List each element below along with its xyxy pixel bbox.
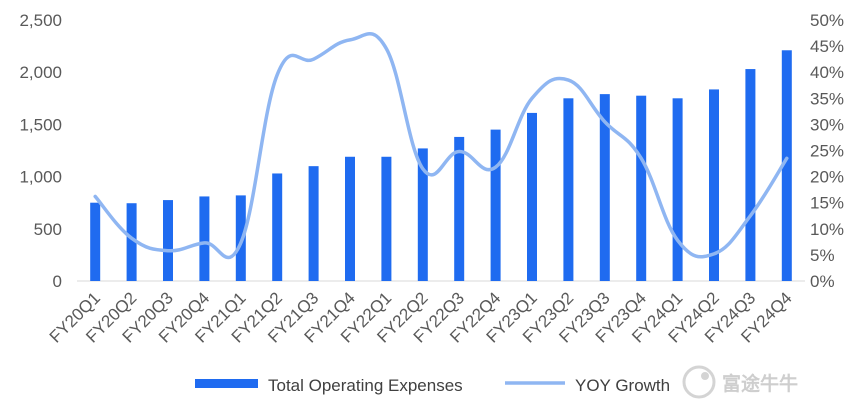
legend-label-total-operating-expenses: Total Operating Expenses	[268, 376, 463, 395]
bar	[381, 156, 392, 281]
y-right-tick-label: 50%	[810, 11, 844, 30]
legend: Total Operating Expenses YOY Growth	[195, 376, 670, 395]
bar	[163, 200, 173, 281]
bar	[90, 202, 101, 281]
bar	[636, 95, 647, 281]
bar	[599, 94, 610, 282]
y-right-tick-label: 0%	[810, 272, 835, 291]
y-right-tick-label: 30%	[810, 115, 844, 134]
bar	[272, 173, 283, 281]
y-left-tick-label: 2,000	[19, 63, 62, 82]
legend-swatch-total-operating-expenses	[195, 379, 258, 388]
y-right-tick-label: 35%	[810, 89, 844, 108]
bar	[417, 148, 428, 281]
right-axis: 0% 5% 10% 15% 20% 25% 30% 35% 40% 45% 50%	[810, 11, 844, 291]
bar	[745, 69, 756, 282]
y-left-tick-label: 2,500	[19, 11, 62, 30]
y-left-tick-label: 1,000	[19, 168, 62, 187]
watermark-text: 富途牛牛	[722, 372, 798, 395]
y-right-tick-label: 25%	[810, 142, 844, 161]
y-left-tick-label: 500	[34, 220, 62, 239]
watermark-logo-dot-icon	[701, 372, 709, 380]
y-right-tick-label: 5%	[810, 246, 835, 265]
y-right-tick-label: 45%	[810, 37, 844, 56]
y-right-tick-label: 10%	[810, 220, 844, 239]
bar	[672, 98, 683, 281]
y-right-tick-label: 40%	[810, 63, 844, 82]
left-axis: 0 500 1,000 1,500 2,000 2,500	[19, 11, 62, 291]
bar	[308, 166, 319, 281]
bar	[709, 89, 719, 282]
y-left-tick-label: 0	[53, 272, 62, 291]
bar	[563, 98, 574, 281]
legend-label-yoy-growth: YOY Growth	[575, 376, 670, 395]
x-axis-labels: FY20Q1FY20Q2FY20Q3FY20Q4FY21Q1FY21Q2FY21…	[46, 288, 796, 346]
bar	[527, 112, 537, 281]
bar	[345, 156, 355, 281]
bar	[199, 196, 210, 281]
bar	[126, 203, 137, 281]
y-left-tick-label: 1,500	[19, 115, 62, 134]
watermark-logo-icon	[682, 365, 716, 399]
watermark: 富途牛牛	[682, 365, 798, 399]
y-right-tick-label: 20%	[810, 168, 844, 187]
yoy-growth-line	[93, 32, 789, 260]
y-right-tick-label: 15%	[810, 194, 844, 213]
bar	[490, 129, 501, 281]
bar-series	[90, 50, 792, 282]
bar	[781, 50, 792, 281]
bar	[454, 136, 465, 281]
